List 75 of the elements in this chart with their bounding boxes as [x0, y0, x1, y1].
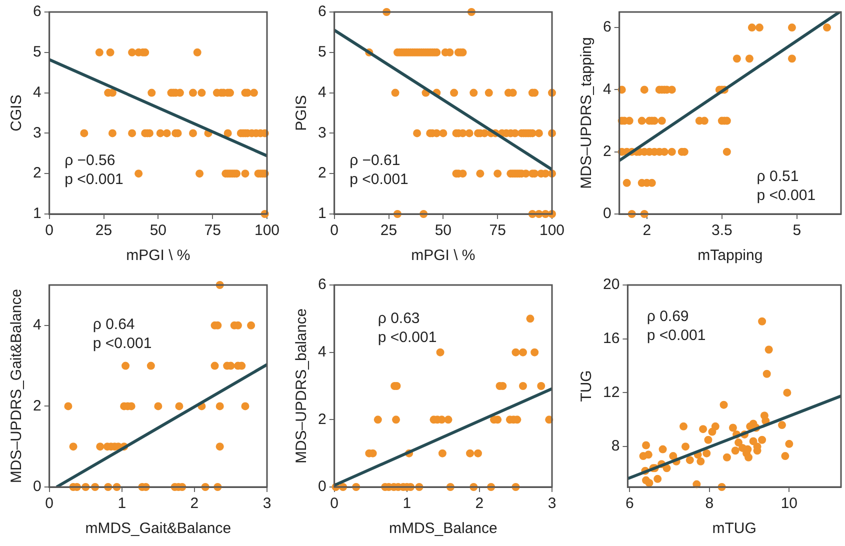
x-axis-title: mPGI \ % — [126, 247, 190, 264]
annotation: ρ 0.64 — [92, 316, 135, 333]
x-tick-label: 8 — [705, 495, 714, 512]
x-tick-label: 5 — [792, 222, 802, 240]
x-tick-label: 2 — [190, 495, 199, 512]
y-axis-title: MDS–UPDRS_balance — [293, 308, 310, 464]
annotation: p <0.001 — [646, 326, 706, 344]
x-tick-label: 25 — [95, 222, 112, 240]
y-tick-label: 6 — [318, 3, 326, 20]
y-axis-title: CGIS — [8, 94, 26, 132]
y-tick-label: 0 — [33, 478, 42, 496]
y-tick-label: 0 — [603, 205, 612, 222]
x-tick-label: 0 — [45, 495, 54, 512]
annotation: ρ 0.69 — [646, 308, 689, 325]
y-tick-label: 0 — [318, 478, 326, 496]
annotation: ρ 0.63 — [378, 310, 420, 327]
y-tick-label: 2 — [33, 164, 42, 182]
x-tick-label: 10 — [780, 495, 798, 512]
x-tick-label: 2 — [475, 495, 484, 512]
y-tick-label: 2 — [33, 397, 42, 414]
y-tick-label: 1 — [318, 205, 326, 222]
annotation: p <0.001 — [92, 334, 152, 352]
x-tick-label: 25 — [380, 222, 398, 240]
y-tick-label: 4 — [603, 80, 612, 98]
y-tick-label: 1 — [33, 205, 42, 222]
y-axis-title: PGIS — [293, 95, 310, 131]
y-tick-label: 16 — [602, 330, 620, 348]
annotation: p <0.001 — [350, 171, 408, 188]
y-tick-label: 5 — [318, 44, 326, 61]
y-tick-label: 4 — [318, 84, 326, 101]
x-tick-label: 0 — [330, 495, 339, 512]
x-axis-title: mPGI \ % — [411, 247, 476, 264]
y-tick-label: 2 — [318, 164, 326, 182]
x-tick-label: 2 — [642, 222, 652, 240]
y-tick-label: 5 — [33, 44, 42, 61]
x-tick-label: 6 — [626, 495, 634, 512]
y-tick-label: 4 — [33, 316, 42, 334]
x-tick-label: 100 — [254, 222, 280, 240]
y-tick-label: 8 — [611, 438, 620, 455]
annotation: ρ −0.56 — [64, 152, 116, 170]
y-tick-label: 6 — [33, 3, 42, 20]
annotation: p <0.001 — [64, 171, 124, 188]
annotation: p <0.001 — [756, 187, 816, 204]
annotation: p <0.001 — [378, 328, 437, 346]
x-tick-label: 1 — [402, 495, 412, 512]
y-tick-label: 2 — [603, 142, 612, 160]
y-axis-title: MDS–UPDRS_Gait&Balance — [8, 288, 26, 484]
annotation: ρ −0.61 — [350, 152, 400, 170]
x-tick-label: 3 — [548, 495, 556, 512]
y-tick-label: 3 — [33, 124, 42, 142]
y-tick-label: 12 — [602, 384, 620, 401]
annotation: ρ 0.51 — [756, 168, 799, 186]
x-tick-label: 50 — [150, 222, 167, 240]
y-axis-title: MDS–UPDRS_tapping — [578, 37, 596, 189]
x-tick-label: 75 — [204, 222, 221, 240]
x-tick-label: 0 — [45, 222, 54, 240]
y-tick-label: 4 — [33, 84, 42, 101]
y-tick-label: 3 — [318, 124, 326, 142]
x-tick-label: 100 — [539, 222, 565, 240]
y-axis-title: TUG — [578, 370, 596, 402]
x-tick-label: 3.5 — [711, 222, 732, 240]
x-tick-label: 75 — [489, 222, 506, 240]
x-tick-label: 3 — [262, 495, 272, 512]
y-tick-label: 20 — [602, 276, 620, 294]
y-tick-label: 6 — [603, 18, 612, 36]
x-axis-title: mTapping — [698, 247, 763, 264]
x-axis-title: mMDS_Gait&Balance — [85, 520, 232, 538]
x-tick-label: 50 — [434, 222, 452, 240]
x-axis-title: mMDS_Balance — [388, 520, 498, 538]
y-tick-label: 6 — [318, 276, 326, 294]
x-axis-title: mTUG — [712, 520, 756, 538]
x-tick-label: 0 — [330, 222, 339, 240]
y-tick-label: 4 — [318, 343, 326, 360]
x-tick-label: 1 — [118, 495, 126, 512]
y-tick-label: 2 — [318, 410, 326, 428]
